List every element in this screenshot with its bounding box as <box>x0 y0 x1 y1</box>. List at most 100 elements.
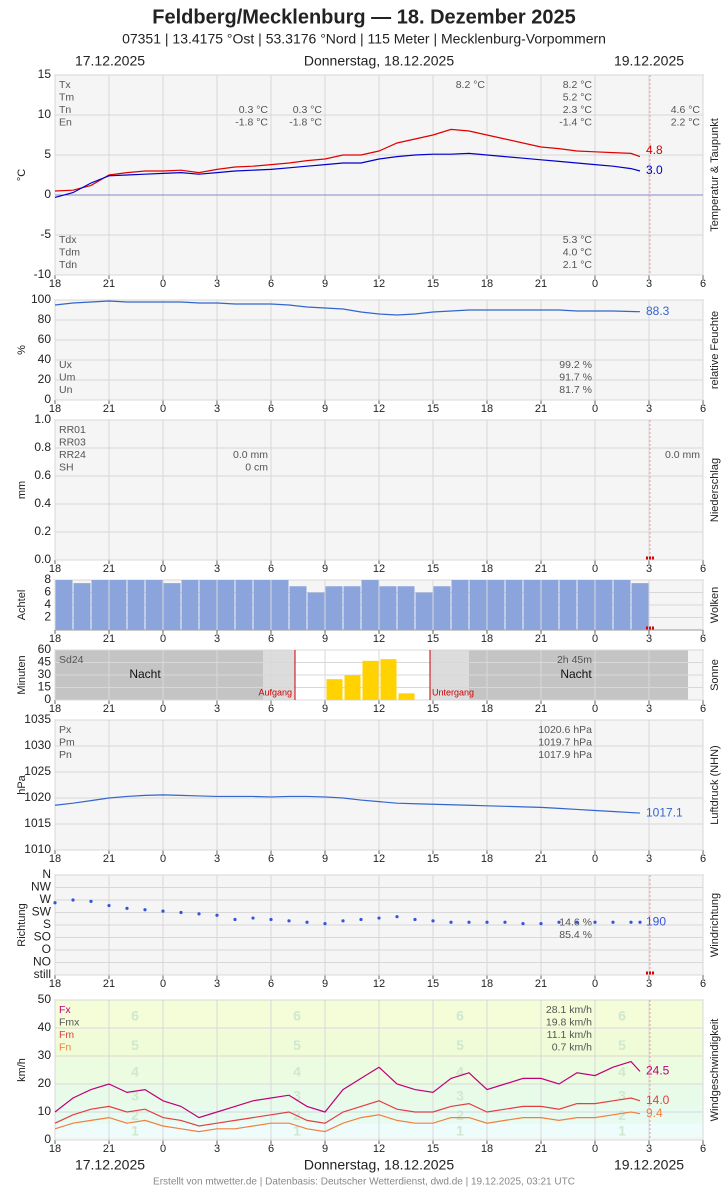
beaufort-label: 5 <box>131 1037 139 1053</box>
x-tick-label: 0 <box>160 703 166 715</box>
x-tick-label: 6 <box>700 563 706 575</box>
bar <box>343 586 361 630</box>
y-tick-label: 1025 <box>24 764 51 778</box>
bar <box>380 659 397 700</box>
bar <box>326 679 343 700</box>
beaufort-label: 4 <box>293 1064 301 1080</box>
note: Nacht <box>560 667 592 681</box>
x-tick-label: 9 <box>322 1143 328 1155</box>
x-tick-label: 18 <box>49 703 61 715</box>
x-tick-label: 18 <box>481 563 493 575</box>
y-axis-label: Minuten <box>16 655 28 694</box>
y-tick-label: 40 <box>38 1020 52 1034</box>
dot <box>593 920 597 924</box>
bar <box>505 580 523 630</box>
y-tick-label: O <box>42 942 51 956</box>
y-tick-label: still <box>34 967 51 981</box>
x-tick-label: 18 <box>49 403 61 415</box>
dot <box>71 898 75 902</box>
stat-value: 99.2 % <box>559 359 592 371</box>
x-tick-label: 0 <box>592 403 598 415</box>
bar <box>109 580 127 630</box>
dot <box>143 908 147 912</box>
beaufort-label: 6 <box>293 1008 301 1024</box>
bar <box>289 586 307 630</box>
bar <box>163 583 181 630</box>
bar <box>451 580 469 630</box>
x-tick-label: 12 <box>373 978 385 990</box>
x-tick-label: 21 <box>535 563 547 575</box>
bar <box>73 583 91 630</box>
x-tick-label: 12 <box>373 278 385 290</box>
y-tick-label: 0.4 <box>34 496 51 510</box>
bar <box>217 580 235 630</box>
x-tick-label: 6 <box>700 853 706 865</box>
x-tick-label: 18 <box>481 278 493 290</box>
end-label: 14.0 <box>646 1093 670 1107</box>
y-tick-label: 2 <box>44 610 51 624</box>
x-tick-label: 6 <box>700 278 706 290</box>
y-tick-label: 6 <box>44 585 51 599</box>
x-tick-label: 9 <box>322 633 328 645</box>
bar <box>469 580 487 630</box>
beaufort-label: 2 <box>456 1107 464 1123</box>
line <box>54 1060 641 1119</box>
x-tick-label: 3 <box>646 853 652 865</box>
y-tick-label: 0.0 <box>34 552 51 566</box>
line <box>54 128 641 192</box>
y-axis-label: % <box>16 345 28 355</box>
x-tick-label: 9 <box>322 563 328 575</box>
dot <box>341 919 345 923</box>
y-axis-label: °C <box>16 169 28 181</box>
stat-name: Px <box>59 724 72 736</box>
dot <box>539 922 543 926</box>
x-tick-label: 0 <box>592 563 598 575</box>
dot <box>251 916 255 920</box>
end-label: 1017.1 <box>646 805 683 819</box>
beaufort-label: 4 <box>618 1064 626 1080</box>
y-tick-label: 8 <box>44 572 51 586</box>
line <box>54 1111 641 1133</box>
dot <box>107 903 111 908</box>
x-tick-label: 12 <box>373 403 385 415</box>
bar <box>379 586 397 630</box>
x-tick-label: 6 <box>268 978 274 990</box>
stat-value: 5.2 °C <box>563 91 593 103</box>
stat-name: Sd24 <box>59 654 84 666</box>
note: 0.0 mm <box>665 449 700 461</box>
x-tick-label: 15 <box>427 563 439 575</box>
x-tick-label: 3 <box>214 978 220 990</box>
note: 14.6 % <box>559 916 592 928</box>
y-tick-label: 0.2 <box>34 524 51 538</box>
x-tick-label: 18 <box>49 278 61 290</box>
stat-value: 2.3 °C <box>563 104 593 116</box>
line <box>54 152 641 198</box>
stat-name: Ux <box>59 359 73 371</box>
dot <box>377 916 381 920</box>
x-tick-label: 0 <box>592 853 598 865</box>
x-tick-label: 6 <box>268 633 274 645</box>
x-tick-label: 18 <box>481 853 493 865</box>
bar <box>253 580 271 630</box>
x-tick-label: 21 <box>103 278 115 290</box>
dot <box>233 917 237 922</box>
x-tick-label: 21 <box>535 978 547 990</box>
bar <box>235 580 253 630</box>
x-tick-label: 6 <box>268 1143 274 1155</box>
stat-name: Pm <box>59 736 75 748</box>
y-tick-label: 50 <box>38 992 52 1006</box>
x-tick-label: 6 <box>268 278 274 290</box>
dot <box>359 917 363 922</box>
x-tick-label: 0 <box>160 978 166 990</box>
x-tick-label: 6 <box>700 978 706 990</box>
note: Nacht <box>129 667 161 681</box>
x-tick-label: 6 <box>700 633 706 645</box>
bar <box>181 580 199 630</box>
bar <box>91 580 109 630</box>
note: 85.4 % <box>559 929 592 941</box>
footer: Erstellt von mtwetter.de | Datenbasis: D… <box>153 1177 575 1188</box>
y-tick-label: 0 <box>44 187 51 201</box>
beaufort-label: 3 <box>456 1087 464 1103</box>
note: 2h 45m <box>557 654 592 666</box>
x-tick-label: 12 <box>373 633 385 645</box>
